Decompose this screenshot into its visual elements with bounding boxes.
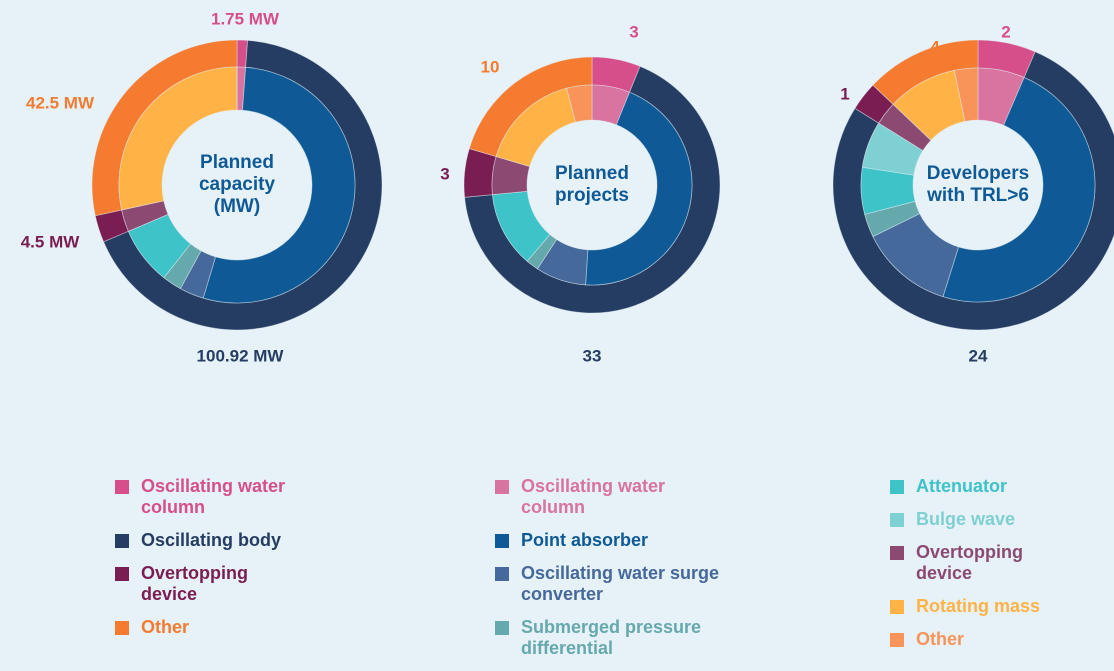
legend-swatch — [115, 567, 129, 581]
legend-label: Bulge wave — [916, 509, 1016, 529]
center-title: Planned projects — [555, 163, 629, 206]
legend-label: Oscillating water column — [521, 476, 666, 517]
legend: Attenuator Bulge wave Overtopping device Ro… — [890, 476, 1114, 662]
legend-item: Submerged pressure differential — [495, 617, 721, 659]
legend-item: Oscillating water surge converter — [495, 563, 721, 605]
legend: Oscillating water column Point absorber Os… — [495, 476, 741, 671]
legend-swatch — [495, 480, 509, 494]
legend-swatch — [890, 546, 904, 560]
legend-item: Overtopping device — [115, 563, 291, 605]
legend-swatch — [495, 534, 509, 548]
legend-label: Oscillating water column — [141, 476, 286, 517]
legend-label: Overtopping device — [141, 563, 248, 604]
legend-item: Oscillating water column — [495, 476, 671, 518]
outer-slice — [463, 148, 497, 198]
value-label: 24 — [969, 346, 988, 365]
value-label: 1.75 MW — [211, 9, 280, 28]
legend-item: Overtopping device — [890, 542, 1066, 584]
value-label: 10 — [481, 57, 500, 76]
inner-slice — [942, 76, 1096, 303]
value-label: 4 — [930, 37, 940, 56]
legend-item: Other — [890, 629, 1114, 650]
value-label: 3 — [440, 164, 449, 183]
legend-swatch — [115, 534, 129, 548]
legend-label: Attenuator — [916, 476, 1007, 496]
inner-slice — [953, 67, 979, 122]
legend-item: Other — [115, 617, 361, 638]
inner-slice — [202, 66, 356, 304]
legend-label: Oscillating body — [141, 530, 282, 550]
legend-item: Attenuator — [890, 476, 1114, 497]
legend-swatch — [890, 633, 904, 647]
legend-label: Submerged pressure differential — [521, 617, 702, 658]
legend-swatch — [890, 513, 904, 527]
legend-item: Bulge wave — [890, 509, 1114, 530]
legend-item: Rotating mass — [890, 596, 1114, 617]
legend-label: Oscillating water surge converter — [521, 563, 720, 604]
center-title: Developers with TRL>6 — [926, 163, 1030, 206]
legend-label: Other — [141, 617, 190, 637]
inner-slice — [118, 66, 238, 211]
inner-slice — [566, 84, 593, 123]
value-label: 2 — [1001, 22, 1010, 41]
legend-item: Point absorber — [495, 530, 741, 551]
legend-swatch — [890, 480, 904, 494]
value-label: 1 — [840, 84, 849, 103]
center-title: Planned capacity (MW) — [198, 152, 276, 217]
legend-label: Overtopping device — [916, 542, 1023, 583]
legend-swatch — [495, 567, 509, 581]
value-label: 33 — [583, 346, 602, 365]
legend-label: Other — [916, 629, 965, 649]
legend-label: Point absorber — [521, 530, 649, 550]
value-label: 3 — [629, 22, 638, 41]
value-label: 4.5 MW — [21, 232, 81, 251]
legend-swatch — [115, 480, 129, 494]
value-label: 42.5 MW — [26, 93, 95, 112]
legend-item: Oscillating water column — [115, 476, 291, 518]
legend-item: Oscillating body — [115, 530, 361, 551]
legend-swatch — [115, 621, 129, 635]
legend-swatch — [890, 600, 904, 614]
legend: Oscillating water column Oscillating body… — [115, 476, 361, 650]
inner-slice — [585, 91, 693, 286]
legend-swatch — [495, 621, 509, 635]
legend-label: Rotating mass — [916, 596, 1041, 616]
value-label: 100.92 MW — [197, 346, 285, 365]
